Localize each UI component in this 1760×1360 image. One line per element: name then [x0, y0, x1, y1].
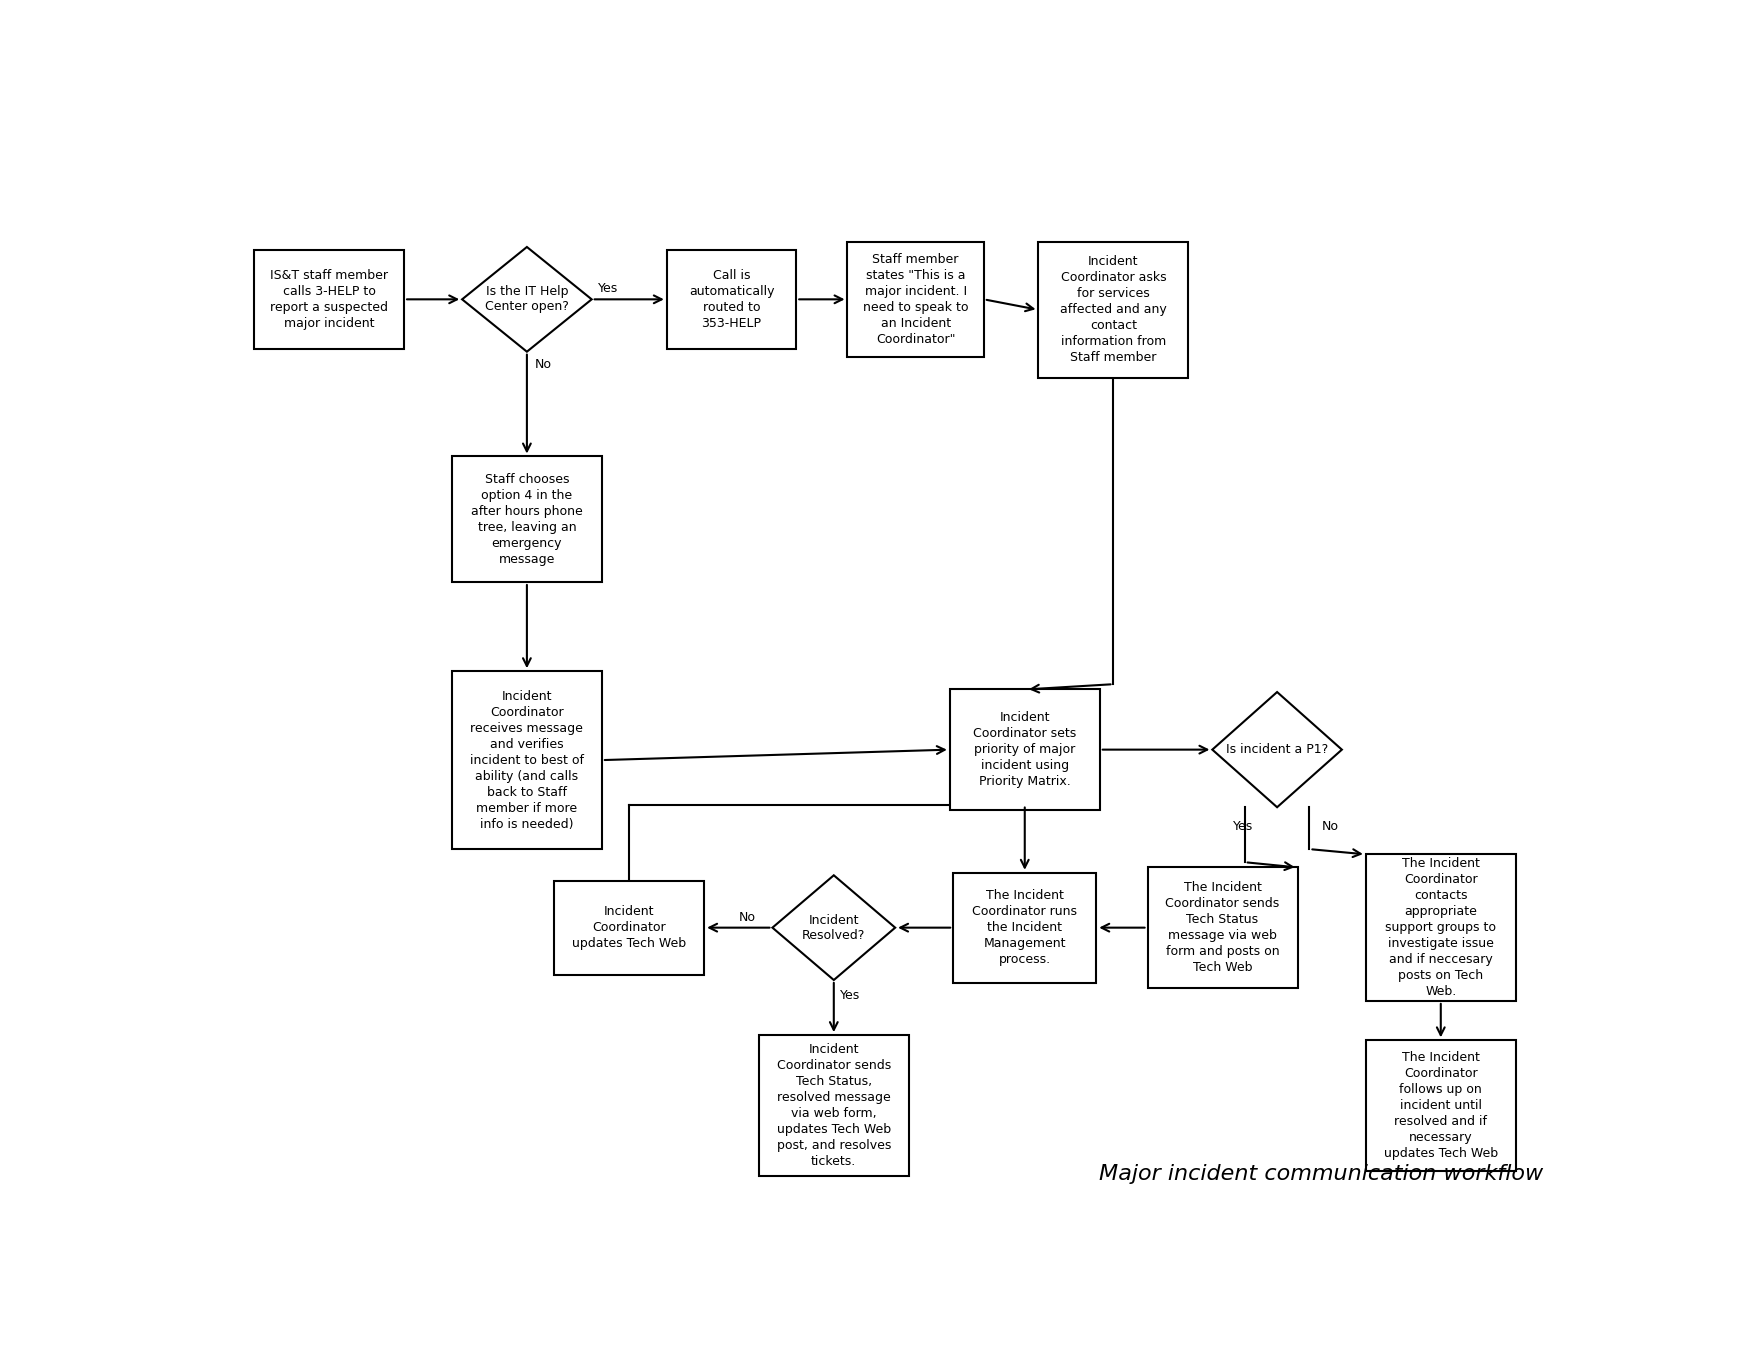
Bar — [452, 457, 602, 582]
Text: The Incident
Coordinator
follows up on
incident until
resolved and if
necessary
: The Incident Coordinator follows up on i… — [1383, 1051, 1498, 1160]
Bar — [759, 1035, 908, 1176]
Text: No: No — [1322, 820, 1338, 832]
Bar — [253, 250, 405, 350]
Bar — [954, 873, 1096, 983]
Text: Yes: Yes — [840, 989, 861, 1002]
Text: Major incident communication workflow: Major incident communication workflow — [1098, 1164, 1544, 1185]
Polygon shape — [463, 248, 591, 352]
Bar — [667, 250, 796, 350]
Text: Incident
Coordinator sets
priority of major
incident using
Priority Matrix.: Incident Coordinator sets priority of ma… — [973, 711, 1077, 789]
Bar — [1366, 854, 1515, 1001]
Bar — [1366, 1040, 1515, 1171]
Text: IS&T staff member
calls 3-HELP to
report a suspected
major incident: IS&T staff member calls 3-HELP to report… — [269, 269, 389, 330]
Bar — [1148, 868, 1297, 987]
Bar — [452, 670, 602, 849]
Bar — [848, 242, 984, 356]
Polygon shape — [1213, 692, 1341, 808]
Text: Incident
Coordinator
receives message
and verifies
incident to best of
ability (: Incident Coordinator receives message an… — [470, 690, 584, 831]
Text: Staff chooses
option 4 in the
after hours phone
tree, leaving an
emergency
messa: Staff chooses option 4 in the after hour… — [472, 473, 583, 566]
Text: Incident
Coordinator asks
for services
affected and any
contact
information from: Incident Coordinator asks for services a… — [1060, 256, 1167, 364]
Text: Incident
Coordinator
updates Tech Web: Incident Coordinator updates Tech Web — [572, 906, 686, 951]
Text: Incident
Resolved?: Incident Resolved? — [803, 914, 866, 941]
Text: Is the IT Help
Center open?: Is the IT Help Center open? — [486, 286, 568, 313]
Text: Staff member
states "This is a
major incident. I
need to speak to
an Incident
Co: Staff member states "This is a major inc… — [862, 253, 968, 345]
Text: No: No — [535, 358, 553, 371]
Bar — [554, 880, 704, 975]
Text: No: No — [739, 911, 757, 923]
Polygon shape — [773, 876, 896, 981]
Text: Yes: Yes — [1232, 820, 1253, 832]
Text: Call is
automatically
routed to
353-HELP: Call is automatically routed to 353-HELP — [688, 269, 774, 330]
Bar — [950, 690, 1100, 809]
Bar — [1038, 242, 1188, 378]
Text: The Incident
Coordinator
contacts
appropriate
support groups to
investigate issu: The Incident Coordinator contacts approp… — [1385, 857, 1496, 998]
Text: Yes: Yes — [598, 283, 618, 295]
Text: Incident
Coordinator sends
Tech Status,
resolved message
via web form,
updates T: Incident Coordinator sends Tech Status, … — [776, 1043, 891, 1168]
Text: Is incident a P1?: Is incident a P1? — [1227, 743, 1329, 756]
Text: The Incident
Coordinator sends
Tech Status
message via web
form and posts on
Tec: The Incident Coordinator sends Tech Stat… — [1165, 881, 1280, 974]
Text: The Incident
Coordinator runs
the Incident
Management
process.: The Incident Coordinator runs the Incide… — [972, 889, 1077, 966]
